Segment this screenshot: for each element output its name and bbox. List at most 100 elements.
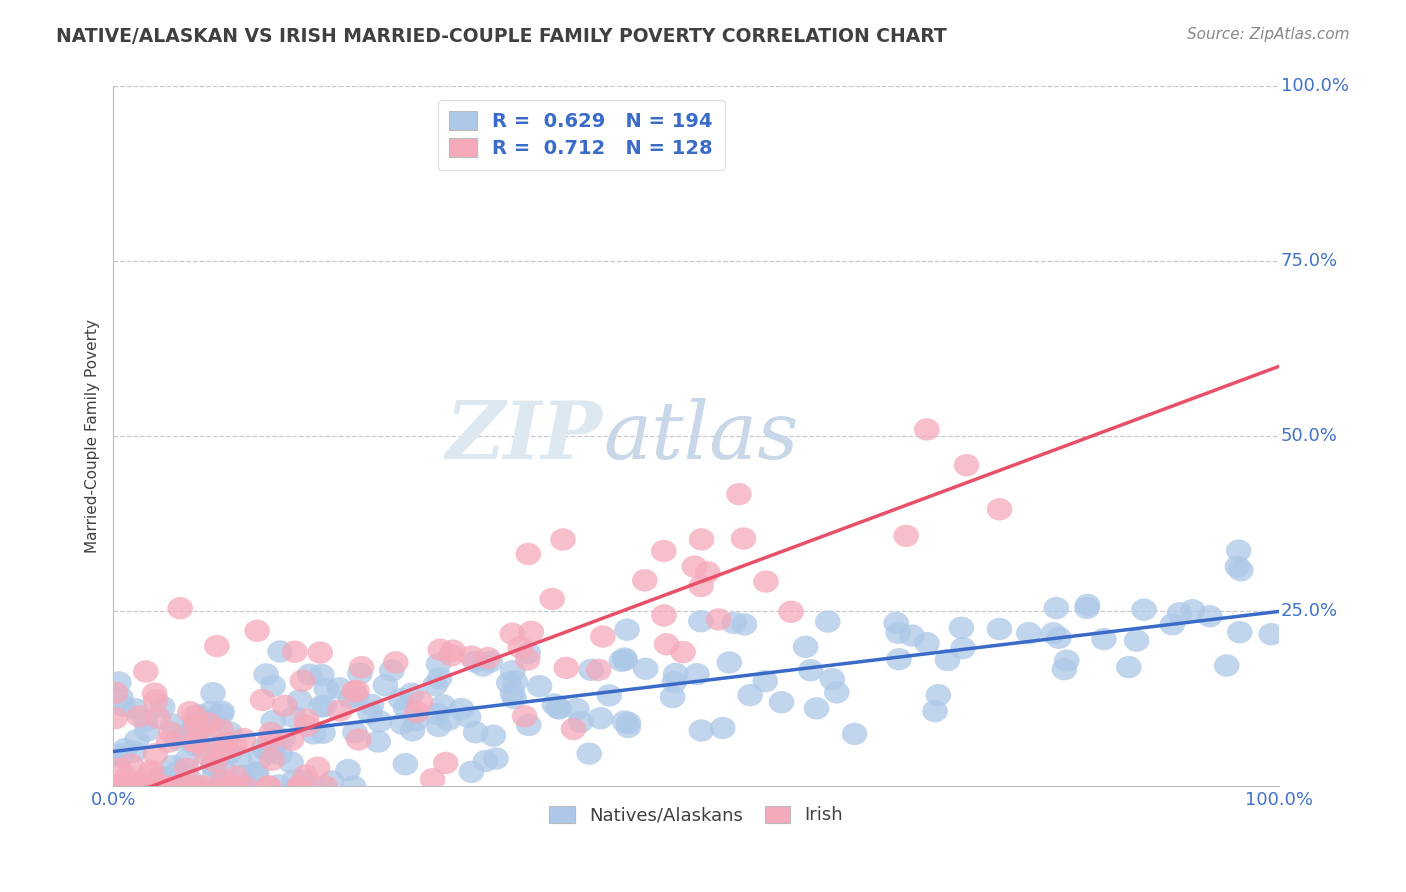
Ellipse shape [721,612,747,634]
Ellipse shape [208,703,233,725]
Ellipse shape [127,775,152,797]
Ellipse shape [232,775,257,797]
Ellipse shape [214,731,239,754]
Ellipse shape [208,719,233,741]
Ellipse shape [609,649,634,672]
Ellipse shape [470,655,495,677]
Ellipse shape [337,687,363,709]
Ellipse shape [914,632,939,655]
Ellipse shape [346,728,371,751]
Ellipse shape [181,734,207,756]
Ellipse shape [914,418,939,441]
Ellipse shape [309,664,335,686]
Ellipse shape [224,765,249,788]
Ellipse shape [769,691,794,714]
Ellipse shape [108,775,134,797]
Ellipse shape [616,715,641,739]
Ellipse shape [1052,658,1077,681]
Ellipse shape [685,663,710,685]
Ellipse shape [1043,597,1069,619]
Ellipse shape [344,680,370,702]
Ellipse shape [209,769,235,791]
Ellipse shape [180,721,205,743]
Ellipse shape [1180,599,1205,622]
Ellipse shape [197,712,222,735]
Ellipse shape [138,759,165,781]
Ellipse shape [127,775,152,797]
Ellipse shape [727,483,752,505]
Ellipse shape [177,701,202,723]
Ellipse shape [217,722,243,744]
Ellipse shape [301,775,326,797]
Ellipse shape [209,736,235,758]
Ellipse shape [366,731,391,753]
Ellipse shape [586,658,612,681]
Ellipse shape [1040,622,1066,645]
Ellipse shape [170,775,195,797]
Ellipse shape [142,743,169,765]
Ellipse shape [139,763,165,785]
Ellipse shape [1167,602,1192,624]
Ellipse shape [245,620,270,642]
Ellipse shape [399,682,425,705]
Ellipse shape [297,664,322,686]
Ellipse shape [112,738,138,760]
Ellipse shape [252,737,277,759]
Ellipse shape [114,775,141,797]
Ellipse shape [180,771,205,793]
Ellipse shape [214,775,239,797]
Text: atlas: atlas [603,398,799,475]
Ellipse shape [893,524,920,547]
Ellipse shape [107,757,132,780]
Ellipse shape [1226,540,1251,562]
Ellipse shape [160,755,186,777]
Text: NATIVE/ALASKAN VS IRISH MARRIED-COUPLE FAMILY POVERTY CORRELATION CHART: NATIVE/ALASKAN VS IRISH MARRIED-COUPLE F… [56,27,948,45]
Ellipse shape [287,775,312,797]
Ellipse shape [689,574,714,598]
Ellipse shape [221,775,247,797]
Ellipse shape [287,689,312,712]
Ellipse shape [115,775,141,797]
Ellipse shape [1054,649,1080,672]
Ellipse shape [226,747,252,769]
Ellipse shape [201,755,226,777]
Ellipse shape [651,540,676,562]
Ellipse shape [209,773,235,796]
Ellipse shape [731,527,756,549]
Ellipse shape [949,616,974,639]
Ellipse shape [953,454,980,476]
Ellipse shape [550,528,576,550]
Ellipse shape [110,775,135,797]
Ellipse shape [198,701,224,723]
Ellipse shape [250,689,276,711]
Ellipse shape [439,644,464,666]
Ellipse shape [614,618,640,640]
Ellipse shape [202,750,228,772]
Ellipse shape [156,731,181,753]
Ellipse shape [231,764,256,787]
Ellipse shape [502,687,527,709]
Ellipse shape [145,706,172,729]
Ellipse shape [516,642,541,665]
Ellipse shape [195,739,222,762]
Ellipse shape [588,707,613,730]
Ellipse shape [392,753,418,775]
Ellipse shape [194,743,219,766]
Ellipse shape [426,653,451,675]
Ellipse shape [191,775,217,797]
Ellipse shape [134,660,159,682]
Ellipse shape [177,775,204,797]
Ellipse shape [200,682,226,705]
Ellipse shape [631,569,658,591]
Ellipse shape [127,705,152,728]
Ellipse shape [516,714,541,736]
Ellipse shape [145,775,170,797]
Ellipse shape [820,668,845,690]
Ellipse shape [616,712,641,734]
Ellipse shape [612,648,638,671]
Ellipse shape [516,542,541,566]
Ellipse shape [922,700,948,723]
Ellipse shape [181,705,208,728]
Ellipse shape [159,722,184,744]
Ellipse shape [219,775,246,797]
